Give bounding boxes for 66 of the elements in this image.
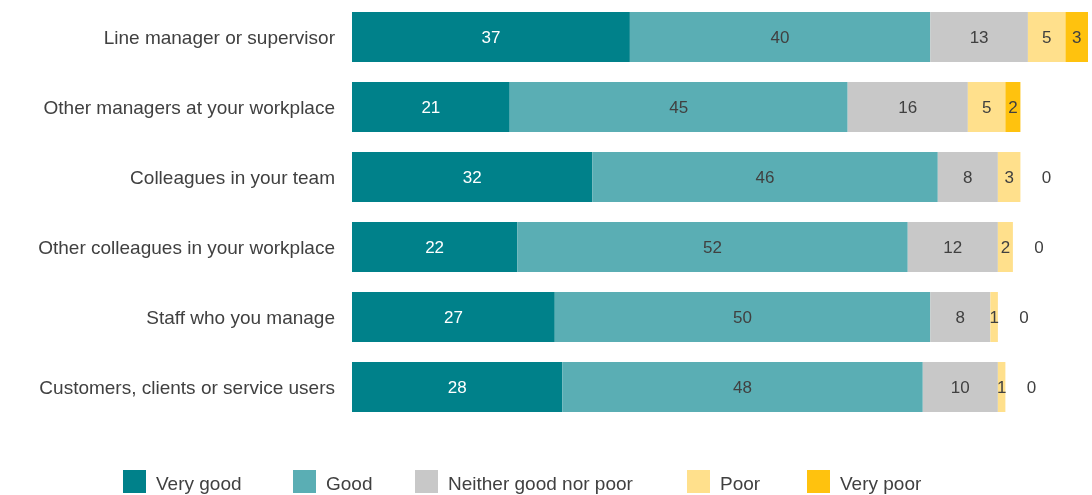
data-label: 46 bbox=[755, 167, 775, 187]
legend-label: Neither good nor poor bbox=[448, 472, 634, 494]
legend-label: Very poor bbox=[840, 472, 922, 494]
data-label: 3 bbox=[1072, 27, 1082, 47]
data-label: 2 bbox=[1000, 237, 1011, 257]
legend-label: Poor bbox=[720, 472, 761, 494]
bar bbox=[352, 222, 518, 272]
data-label: 0 bbox=[1041, 167, 1052, 187]
data-label: 8 bbox=[955, 307, 966, 327]
legend-label: Good bbox=[326, 472, 373, 494]
data-label: 22 bbox=[425, 237, 445, 257]
bar bbox=[562, 362, 923, 412]
bar bbox=[509, 82, 848, 132]
bar bbox=[997, 152, 1021, 202]
data-label: 21 bbox=[421, 97, 441, 117]
bar bbox=[930, 292, 991, 342]
data-label: 3 bbox=[1004, 167, 1014, 187]
bar bbox=[352, 152, 593, 202]
data-label: 2 bbox=[1008, 97, 1018, 117]
bar bbox=[554, 292, 931, 342]
bar bbox=[1027, 12, 1066, 62]
data-label: 37 bbox=[481, 27, 501, 47]
bar bbox=[922, 362, 998, 412]
bar bbox=[352, 82, 510, 132]
data-label: 5 bbox=[981, 97, 992, 117]
bar bbox=[352, 362, 563, 412]
bar bbox=[592, 152, 938, 202]
data-label: 16 bbox=[898, 97, 918, 117]
data-label: 27 bbox=[443, 307, 463, 327]
data-label: 32 bbox=[462, 167, 482, 187]
data-label: 8 bbox=[963, 167, 973, 187]
data-label: 40 bbox=[770, 27, 790, 47]
data-label: 52 bbox=[703, 237, 722, 257]
data-label: 13 bbox=[969, 27, 989, 47]
data-label: 1 bbox=[989, 307, 999, 327]
bar bbox=[990, 292, 998, 342]
bar bbox=[967, 82, 1006, 132]
y-tick-label: Staff who you manage bbox=[146, 306, 335, 328]
y-tick-label: Other colleagues in your workplace bbox=[38, 236, 335, 258]
bar bbox=[907, 222, 998, 272]
data-label: 0 bbox=[1019, 307, 1029, 327]
bar bbox=[517, 222, 908, 272]
data-label: 50 bbox=[733, 307, 752, 327]
data-label: 0 bbox=[1026, 377, 1037, 397]
data-label: 1 bbox=[996, 377, 1007, 397]
legend-label: Very good bbox=[156, 472, 242, 494]
bar bbox=[352, 12, 630, 62]
data-label: 0 bbox=[1034, 237, 1044, 257]
y-tick-label: Other managers at your workplace bbox=[43, 96, 335, 118]
data-label: 10 bbox=[950, 377, 970, 397]
bar bbox=[930, 12, 1028, 62]
bar bbox=[1005, 82, 1021, 132]
y-tick-label: Customers, clients or service users bbox=[39, 376, 335, 398]
data-label: 45 bbox=[669, 97, 689, 117]
data-label: 5 bbox=[1041, 27, 1052, 47]
bar bbox=[997, 222, 1013, 272]
bar bbox=[1065, 12, 1088, 62]
bar bbox=[629, 12, 931, 62]
bar bbox=[847, 82, 968, 132]
data-label: 48 bbox=[733, 377, 752, 397]
bar bbox=[352, 292, 555, 342]
bar bbox=[937, 152, 998, 202]
data-label: 12 bbox=[943, 237, 963, 257]
data-label: 28 bbox=[447, 377, 467, 397]
y-tick-label: Colleagues in your team bbox=[130, 166, 335, 188]
y-tick-label: Line manager or supervisor bbox=[103, 26, 336, 48]
